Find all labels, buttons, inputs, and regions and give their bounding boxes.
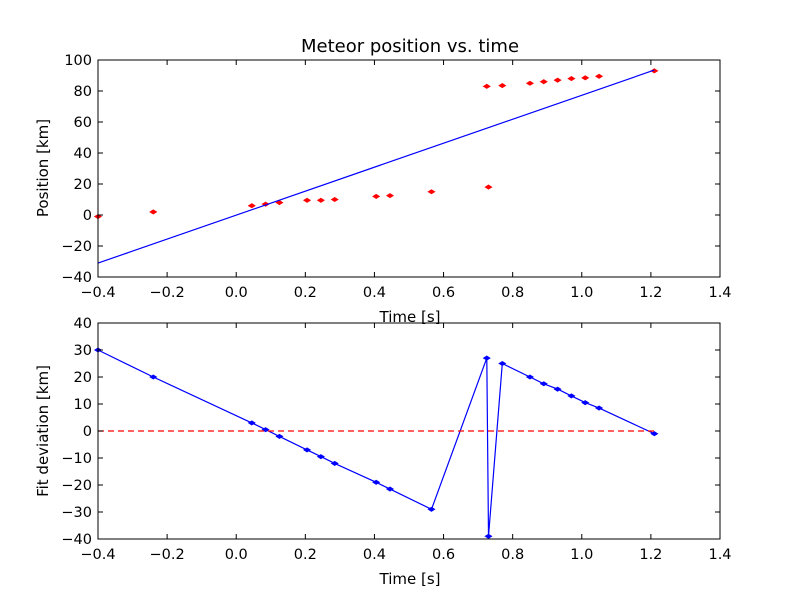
y-tick-label: −30: [61, 505, 92, 521]
y-tick-label: 0: [83, 208, 92, 224]
y-tick-label: 40: [74, 316, 92, 332]
data-point: [302, 447, 312, 453]
x-tick-label: 0.6: [432, 547, 455, 563]
plot-area: [93, 68, 659, 264]
data-point: [581, 75, 590, 81]
data-point: [427, 189, 436, 195]
y-tick-label: −40: [61, 532, 92, 548]
data-point: [553, 386, 562, 392]
plot-frame: [97, 322, 721, 540]
x-tick-label: 0.0: [225, 547, 248, 563]
data-point: [427, 506, 436, 512]
deviation-chart: −0.4 −0.2 0.0 0.2 0.4 0.6 0.8 1.0 1.2 1.4 −40 −30 −2…: [34, 316, 732, 588]
y-tick-label: 100: [64, 53, 92, 69]
x-tick-label: 0.8: [501, 285, 524, 301]
chart-title: Meteor position vs. time: [301, 36, 519, 57]
data-point: [316, 454, 325, 460]
data-point: [525, 374, 535, 380]
data-point: [149, 209, 158, 215]
data-point: [330, 460, 339, 466]
x-tick-label: 0.0: [225, 285, 248, 301]
x-tick-label: 0.2: [294, 285, 317, 301]
data-point: [149, 374, 158, 380]
x-axis-label: Time [s]: [379, 570, 441, 588]
x-tick-label: 1.0: [570, 285, 593, 301]
data-point: [482, 83, 491, 89]
x-tick-label: −0.4: [80, 547, 115, 563]
data-point: [372, 479, 381, 485]
y-tick-label: −20: [61, 478, 92, 494]
x-tick-label: 0.4: [363, 285, 386, 301]
data-point: [581, 400, 590, 406]
data-point: [302, 197, 312, 203]
x-tick-label: −0.2: [150, 285, 185, 301]
data-point: [261, 427, 270, 433]
y-tick-label: 20: [74, 370, 92, 386]
x-tick-label: 0.8: [501, 547, 524, 563]
y-axis-label: Position [km]: [34, 119, 52, 217]
data-point: [539, 381, 548, 387]
x-tick-label: 1.2: [639, 547, 662, 563]
x-tick-label: 1.0: [570, 547, 593, 563]
x-tick-label: −0.4: [80, 285, 115, 301]
data-point: [594, 405, 604, 411]
data-point: [372, 193, 381, 199]
x-tick-label: 1.4: [708, 285, 731, 301]
y-tick-label: 0: [83, 424, 92, 440]
y-tick-label: −10: [61, 451, 92, 467]
data-point: [385, 486, 395, 492]
x-tick-label: 0.4: [363, 547, 386, 563]
data-point: [247, 420, 256, 426]
data-point: [498, 360, 507, 367]
data-point: [567, 393, 576, 399]
x-tick-label: 1.2: [639, 285, 662, 301]
plot-frame: [97, 59, 721, 278]
x-tick-label: 1.4: [708, 547, 731, 563]
data-point: [385, 193, 395, 199]
x-axis-label: Time [s]: [379, 308, 441, 326]
y-tick-label: 60: [74, 115, 92, 131]
y-tick-label: 10: [74, 397, 92, 413]
y-tick-label: 20: [74, 177, 92, 193]
x-tick-label: 0.2: [294, 547, 317, 563]
data-point: [553, 77, 562, 83]
y-axis-label: Fit deviation [km]: [34, 365, 52, 497]
data-point: [330, 196, 339, 203]
data-point: [316, 197, 325, 203]
data-point: [567, 76, 576, 82]
y-tick-label: −40: [61, 270, 92, 286]
data-point: [275, 433, 284, 439]
data-point: [498, 83, 507, 89]
x-tick-label: −0.2: [150, 547, 185, 563]
ticks: −0.4 −0.2 0.0 0.2 0.4 0.6 0.8 1.0 1.2 1.4 −40 −30 −2…: [61, 316, 731, 563]
y-tick-label: 80: [74, 84, 92, 100]
y-tick-label: −20: [61, 239, 92, 255]
data-point: [650, 68, 659, 74]
data-point: [650, 431, 659, 437]
x-tick-label: 0.6: [432, 285, 455, 301]
series-line: [97, 69, 655, 264]
plot-area: [93, 347, 659, 539]
data-point: [525, 80, 535, 86]
data-point: [484, 533, 493, 539]
data-point: [247, 203, 256, 209]
data-point: [482, 355, 491, 361]
y-tick-label: 30: [74, 343, 92, 359]
data-point: [484, 184, 493, 190]
position-chart: Meteor position vs. time −0.4 −0.2 0.0 0.2 0…: [34, 36, 732, 326]
data-point: [539, 79, 548, 85]
y-tick-label: 40: [74, 146, 92, 162]
data-point: [594, 73, 604, 79]
ticks: −0.4 −0.2 0.0 0.2 0.4 0.6 0.8 1.0 1.2 1.4 −40 −20 0 2…: [61, 53, 731, 301]
